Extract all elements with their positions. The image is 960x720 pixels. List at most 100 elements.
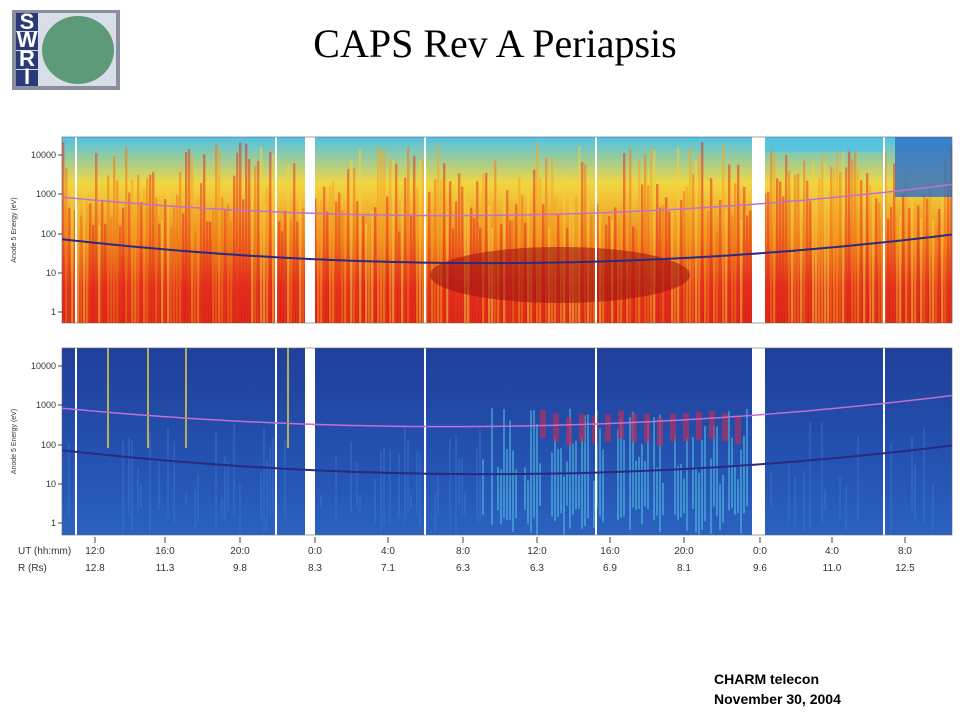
- y-tick-label: 1: [51, 307, 56, 317]
- stripe: [122, 440, 124, 535]
- logo-box: [16, 70, 38, 86]
- stripe: [653, 417, 655, 520]
- stripe: [617, 429, 619, 520]
- x-tick-label: 12.8: [85, 563, 105, 574]
- stripe: [695, 467, 697, 533]
- x-tick-label: 0:0: [753, 546, 767, 557]
- stripe: [251, 192, 254, 323]
- stripe: [491, 408, 493, 525]
- stripe: [365, 223, 368, 323]
- stripe: [494, 160, 497, 323]
- stripe: [302, 208, 305, 323]
- stripe: [434, 179, 437, 323]
- stripe: [95, 153, 98, 323]
- x-tick-label: 16:0: [155, 546, 175, 557]
- y-tick-label: 1000: [36, 400, 56, 410]
- stripe: [629, 148, 632, 323]
- stripe: [443, 163, 446, 323]
- hot-spot: [618, 410, 624, 439]
- stripe: [263, 205, 266, 323]
- x-tick-label: 8:0: [898, 546, 912, 557]
- stripe: [821, 155, 824, 323]
- stripe: [476, 448, 478, 522]
- stripe: [578, 146, 581, 323]
- stripe: [338, 192, 341, 323]
- stripe: [509, 420, 511, 521]
- y-axis-label: Anode 5 Energy (eV): [11, 409, 18, 474]
- stripe: [896, 211, 899, 323]
- stripe: [284, 210, 287, 323]
- stripe: [203, 154, 206, 323]
- stripe: [287, 164, 290, 323]
- stripe: [692, 173, 695, 323]
- stripe: [101, 199, 104, 323]
- logo-box: [16, 32, 38, 50]
- stripe: [857, 169, 860, 323]
- stripe: [185, 492, 187, 506]
- stripe: [383, 149, 386, 323]
- stripe: [371, 210, 374, 323]
- stripe: [533, 169, 536, 323]
- stripe: [194, 489, 196, 531]
- stripe: [350, 441, 352, 513]
- stripe: [332, 182, 335, 323]
- data-gap: [305, 348, 315, 535]
- stripe: [317, 224, 320, 323]
- stripe: [638, 159, 641, 323]
- stripe: [911, 197, 914, 323]
- x-row-label: UT (hh:mm): [18, 546, 71, 557]
- stripe: [329, 185, 332, 323]
- stripe: [464, 491, 466, 515]
- stripe: [92, 225, 95, 323]
- x-tick-label: 16:0: [600, 546, 620, 557]
- stripe: [320, 200, 323, 323]
- stripe: [395, 163, 398, 323]
- stripe: [419, 160, 422, 323]
- stripe: [575, 440, 577, 510]
- stripe: [824, 163, 827, 323]
- x-tick-label: 6.3: [456, 563, 470, 574]
- stripe: [359, 494, 361, 515]
- stripe: [740, 220, 743, 323]
- stripe: [815, 178, 818, 323]
- stripe: [806, 180, 809, 323]
- stripe: [809, 421, 811, 530]
- stripe: [404, 177, 407, 323]
- stripe: [413, 155, 416, 323]
- stripe: [863, 189, 866, 323]
- stripe: [917, 205, 920, 323]
- stripe: [944, 159, 947, 323]
- stripe: [551, 452, 553, 517]
- stripe: [707, 211, 710, 323]
- stripe: [947, 182, 950, 323]
- band: [765, 137, 885, 152]
- footer-line: CHARM telecon: [714, 671, 819, 687]
- stripe: [638, 456, 640, 509]
- x-tick-label: 12:0: [527, 546, 547, 557]
- stripe: [902, 194, 905, 323]
- stripe: [734, 183, 737, 323]
- stripe: [704, 426, 706, 522]
- stripe: [335, 201, 338, 323]
- stripe: [551, 157, 554, 323]
- y-tick-label: 10000: [31, 150, 56, 160]
- logo-letter: I: [24, 64, 30, 89]
- stripe: [578, 474, 580, 509]
- stripe: [323, 186, 326, 323]
- stripe: [191, 155, 194, 323]
- x-tick-label: 6.9: [603, 563, 617, 574]
- stripe: [710, 458, 712, 534]
- stripe: [686, 186, 689, 323]
- stripe: [851, 159, 854, 323]
- stripe: [644, 460, 646, 507]
- stripe: [632, 411, 634, 508]
- stripe: [749, 210, 752, 323]
- stripe: [215, 142, 218, 323]
- stripe: [281, 231, 284, 323]
- stripe: [677, 466, 679, 520]
- stripe: [539, 463, 541, 506]
- stripe: [704, 220, 707, 323]
- stripe: [881, 231, 884, 323]
- stripe: [737, 479, 739, 514]
